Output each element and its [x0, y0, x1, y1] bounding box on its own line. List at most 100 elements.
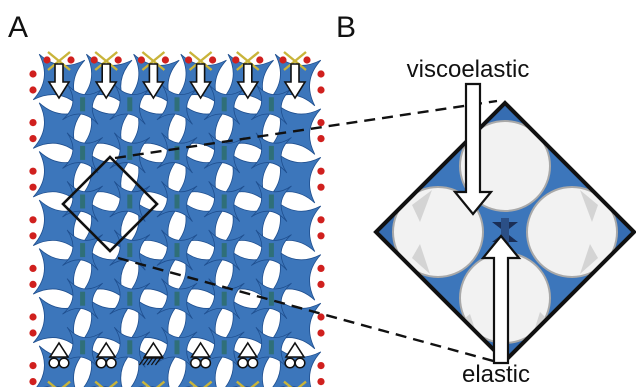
hinge: [174, 243, 180, 258]
roller-support-icon: [95, 357, 117, 369]
roller-wheel: [95, 357, 107, 369]
spring: [236, 51, 260, 71]
rotating-squares: [32, 53, 322, 387]
edge-node: [29, 183, 37, 191]
hinge: [268, 145, 274, 160]
supports: [48, 341, 306, 369]
hinge: [80, 194, 86, 209]
hinge: [221, 145, 227, 160]
down-arrow-icon: [47, 63, 71, 100]
spring: [141, 380, 166, 387]
hinge: [221, 340, 227, 355]
edge-node: [43, 56, 51, 64]
roller-support-icon: [284, 357, 306, 369]
edge-node: [317, 183, 325, 191]
edge-node: [29, 232, 37, 240]
edge-node: [317, 216, 325, 224]
down-arrow-icon: [236, 63, 260, 100]
edge-node: [29, 167, 37, 175]
down-arrow-icon: [283, 63, 307, 100]
edge-node: [317, 135, 325, 143]
edge-node: [29, 216, 37, 224]
edge-node: [317, 70, 325, 78]
hinge: [221, 97, 227, 112]
edge-node: [137, 56, 145, 64]
panel-b-letter: B: [336, 11, 356, 44]
edge-node: [29, 280, 37, 288]
spring: [94, 51, 118, 71]
hinge: [268, 194, 274, 209]
edge-node: [317, 329, 325, 337]
zoom-line-bottom: [117, 256, 498, 364]
edge-node: [209, 56, 217, 64]
hinge: [221, 194, 227, 209]
edge-node: [29, 378, 37, 386]
hinge: [80, 145, 86, 160]
spring: [94, 380, 118, 387]
ground-hatch: [154, 357, 161, 366]
edge-node: [317, 280, 325, 288]
elastic-arrow: [480, 234, 522, 365]
down-arrow-icon: [189, 63, 213, 100]
edge-node: [303, 56, 311, 64]
hinge: [268, 291, 274, 306]
edge-node: [317, 362, 325, 370]
hinge: [221, 243, 227, 258]
edge-node: [29, 70, 37, 78]
fixed-support-icon: [138, 357, 164, 366]
hinge: [127, 145, 133, 160]
support-triangle-icon: [95, 341, 117, 358]
edge-node: [317, 313, 325, 321]
spring: [283, 380, 307, 387]
roller-wheel: [48, 357, 60, 369]
edge-node: [29, 135, 37, 143]
roller-wheel: [190, 357, 202, 369]
support-triangle-icon: [190, 341, 212, 358]
edge-node: [161, 56, 169, 64]
load-arrows: [47, 63, 307, 100]
roller-wheel: [200, 357, 212, 369]
edge-node: [279, 56, 287, 64]
roller-wheel: [247, 357, 259, 369]
hinge: [127, 97, 133, 112]
hinge: [80, 97, 86, 112]
hinge: [174, 291, 180, 306]
edge-node: [67, 56, 75, 64]
viscoelastic-label: viscoelastic: [407, 56, 530, 83]
spring: [47, 380, 71, 387]
spring: [188, 380, 213, 387]
spring: [236, 380, 260, 387]
spring: [47, 51, 71, 71]
boundary-springs: [47, 51, 307, 387]
hinges: [80, 97, 274, 355]
down-arrow-icon: [141, 63, 165, 100]
edge-node: [317, 232, 325, 240]
hinge: [174, 340, 180, 355]
edge-node: [256, 56, 264, 64]
edge-node: [29, 264, 37, 272]
spring: [283, 51, 307, 71]
ground-hatch: [138, 357, 145, 366]
edge-node: [29, 329, 37, 337]
hinge: [127, 243, 133, 258]
edge-node: [90, 56, 98, 64]
edge-node: [29, 86, 37, 94]
edge-node: [317, 86, 325, 94]
edge-node: [317, 264, 325, 272]
roller-wheel: [284, 357, 296, 369]
hinge: [174, 145, 180, 160]
roller-support-icon: [190, 357, 212, 369]
edge-node: [317, 167, 325, 175]
lattice-sample: [29, 51, 325, 387]
elastic-label: elastic: [462, 361, 530, 387]
down-arrow-icon: [94, 63, 118, 100]
hinge: [174, 194, 180, 209]
viscoelastic-arrow: [452, 82, 494, 216]
hinge: [268, 340, 274, 355]
hinge: [127, 194, 133, 209]
panel-a-letter: A: [8, 11, 28, 44]
hinge: [80, 340, 86, 355]
ground-hatch: [150, 357, 157, 366]
zoom-line-top: [114, 99, 498, 160]
